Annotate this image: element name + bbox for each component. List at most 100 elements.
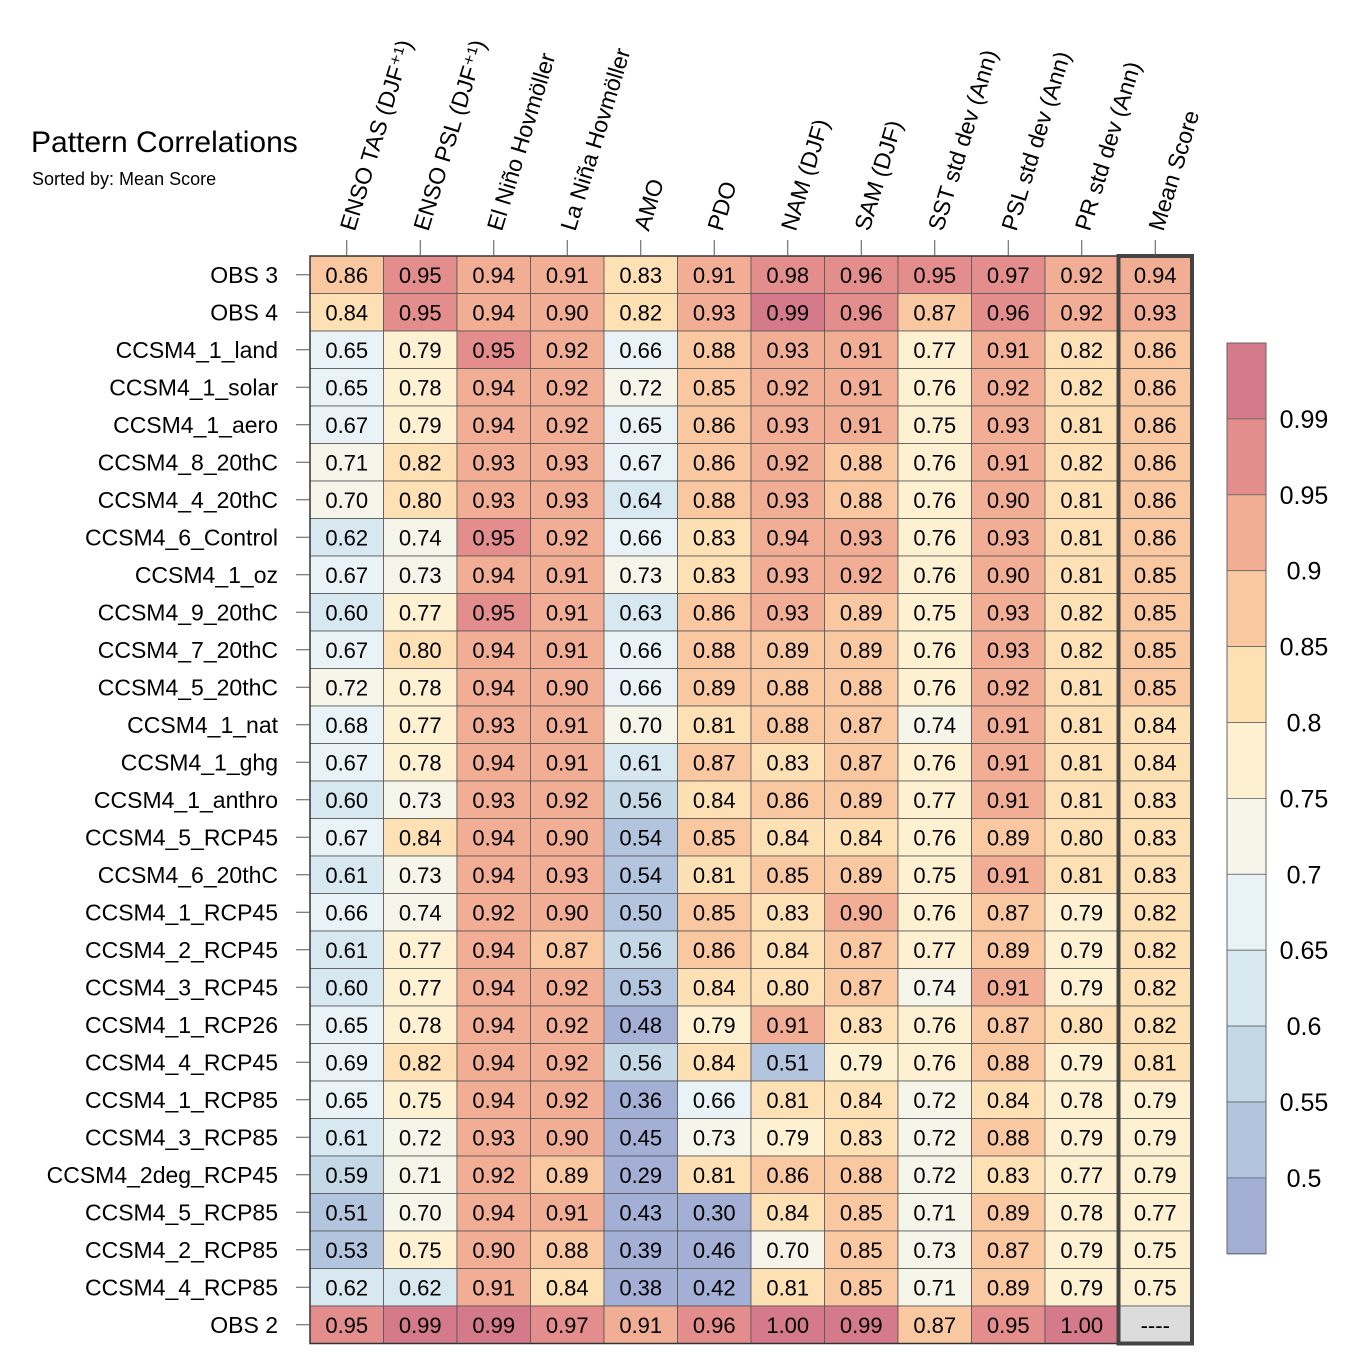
heatmap-cell bbox=[530, 780, 605, 819]
heatmap-cell bbox=[383, 743, 458, 782]
heatmap-cell bbox=[309, 780, 384, 819]
cell-value-label: 0.39 bbox=[619, 1238, 662, 1263]
cell-value-label: 0.85 bbox=[840, 1238, 883, 1263]
heatmap-cell bbox=[603, 743, 678, 782]
cell-value-label: 0.67 bbox=[325, 563, 368, 588]
heatmap-cell bbox=[971, 255, 1046, 294]
cell-value-label: 0.82 bbox=[399, 450, 442, 475]
heatmap-cell bbox=[309, 1155, 384, 1194]
heatmap-cell bbox=[897, 780, 972, 819]
heatmap-cell bbox=[1044, 630, 1119, 669]
cell-value-label: 0.94 bbox=[472, 563, 515, 588]
cell-value-label: 0.87 bbox=[987, 900, 1030, 925]
cell-value-label: 0.81 bbox=[693, 713, 736, 738]
heatmap-cell bbox=[1118, 893, 1193, 932]
cell-value-label: 0.76 bbox=[913, 900, 956, 925]
cell-value-label: 0.89 bbox=[546, 1163, 589, 1188]
cell-value-label: 0.85 bbox=[766, 863, 809, 888]
row-label: CCSM4_5_RCP85 bbox=[85, 1199, 278, 1225]
heatmap-cell bbox=[383, 1155, 458, 1194]
cell-value-label: 0.77 bbox=[913, 338, 956, 363]
colorbar-segment bbox=[1226, 873, 1267, 951]
heatmap-cell bbox=[530, 668, 605, 707]
heatmap-cell bbox=[1044, 1118, 1119, 1157]
heatmap-cell bbox=[750, 293, 825, 332]
heatmap-cell bbox=[456, 705, 531, 744]
cell-value-label: 0.85 bbox=[693, 900, 736, 925]
cell-value-label: 0.84 bbox=[325, 300, 368, 325]
heatmap-cell bbox=[1118, 668, 1193, 707]
heatmap-cell bbox=[824, 293, 899, 332]
cell-value-label: 0.86 bbox=[325, 263, 368, 288]
heatmap-cell bbox=[530, 443, 605, 482]
cell-value-label: 0.84 bbox=[840, 825, 883, 850]
cell-value-label: 0.79 bbox=[1134, 1088, 1177, 1113]
heatmap-cell bbox=[530, 480, 605, 519]
heatmap-cell bbox=[971, 1230, 1046, 1269]
heatmap-cell bbox=[897, 930, 972, 969]
cell-value-label: 0.91 bbox=[987, 788, 1030, 813]
cell-value-label: 0.82 bbox=[1134, 900, 1177, 925]
cell-value-label: 0.94 bbox=[472, 863, 515, 888]
cell-value-label: 0.74 bbox=[399, 525, 442, 550]
cell-value-label: 0.68 bbox=[325, 713, 368, 738]
cell-value-label: 0.73 bbox=[399, 788, 442, 813]
heatmap-cell bbox=[456, 1230, 531, 1269]
cell-value-label: 0.94 bbox=[766, 525, 809, 550]
cell-value-label: 0.82 bbox=[1060, 375, 1103, 400]
heatmap-cell bbox=[750, 893, 825, 932]
row-label: CCSM4_1_RCP26 bbox=[85, 1012, 278, 1038]
cell-value-label: 0.97 bbox=[546, 1313, 589, 1338]
heatmap-cell bbox=[309, 1005, 384, 1044]
heatmap-cell bbox=[383, 968, 458, 1007]
cell-value-label: 0.92 bbox=[546, 413, 589, 438]
heatmap-cell bbox=[897, 518, 972, 557]
heatmap-cell bbox=[603, 855, 678, 894]
heatmap-cell bbox=[1118, 555, 1193, 594]
heatmap-cell bbox=[456, 743, 531, 782]
heatmap-cell bbox=[750, 630, 825, 669]
cell-value-label: 0.65 bbox=[325, 1088, 368, 1113]
cell-value-label: 0.83 bbox=[619, 263, 662, 288]
cell-value-label: 0.87 bbox=[840, 975, 883, 1000]
cell-value-label: 0.90 bbox=[472, 1238, 515, 1263]
heatmap-cell bbox=[971, 293, 1046, 332]
heatmap-cell bbox=[750, 1155, 825, 1194]
heatmap-cell bbox=[677, 1268, 752, 1307]
column-label: SAM (DJF) bbox=[849, 117, 907, 233]
cell-value-label: 0.76 bbox=[913, 675, 956, 700]
cell-value-label: 0.92 bbox=[546, 338, 589, 363]
heatmap-cell bbox=[603, 443, 678, 482]
row-label: CCSM4_2_RCP45 bbox=[85, 937, 278, 963]
cell-value-label: 0.88 bbox=[766, 675, 809, 700]
cell-value-label: 0.94 bbox=[472, 413, 515, 438]
heatmap-cell bbox=[456, 405, 531, 444]
cell-value-label: 0.81 bbox=[1060, 563, 1103, 588]
heatmap-cell bbox=[824, 968, 899, 1007]
cell-value-label: 0.29 bbox=[619, 1163, 662, 1188]
heatmap-cell bbox=[1118, 368, 1193, 407]
cell-value-label: 0.62 bbox=[399, 1275, 442, 1300]
cell-value-label: 0.79 bbox=[766, 1125, 809, 1150]
heatmap-cell bbox=[603, 1080, 678, 1119]
cell-value-label: 0.83 bbox=[766, 900, 809, 925]
cell-value-label: 0.70 bbox=[619, 713, 662, 738]
cell-value-label: 0.81 bbox=[1060, 675, 1103, 700]
heatmap-cell bbox=[971, 1080, 1046, 1119]
cell-value-label: 0.89 bbox=[840, 863, 883, 888]
cell-value-label: 0.85 bbox=[1134, 600, 1177, 625]
cell-value-label: 0.91 bbox=[987, 713, 1030, 738]
colorbar-tick-label: 0.65 bbox=[1280, 937, 1329, 965]
heatmap-cell bbox=[1044, 1005, 1119, 1044]
heatmap-cell bbox=[750, 1043, 825, 1082]
cell-value-label: 0.96 bbox=[840, 300, 883, 325]
cell-value-label: 0.79 bbox=[1060, 900, 1103, 925]
heatmap-cell bbox=[897, 893, 972, 932]
heatmap-cell bbox=[456, 780, 531, 819]
heatmap-cell bbox=[824, 480, 899, 519]
cell-value-label: 0.94 bbox=[472, 675, 515, 700]
chart-subtitle: Sorted by: Mean Score bbox=[32, 169, 217, 189]
heatmap-cell bbox=[309, 480, 384, 519]
cell-value-label: 0.82 bbox=[1060, 638, 1103, 663]
